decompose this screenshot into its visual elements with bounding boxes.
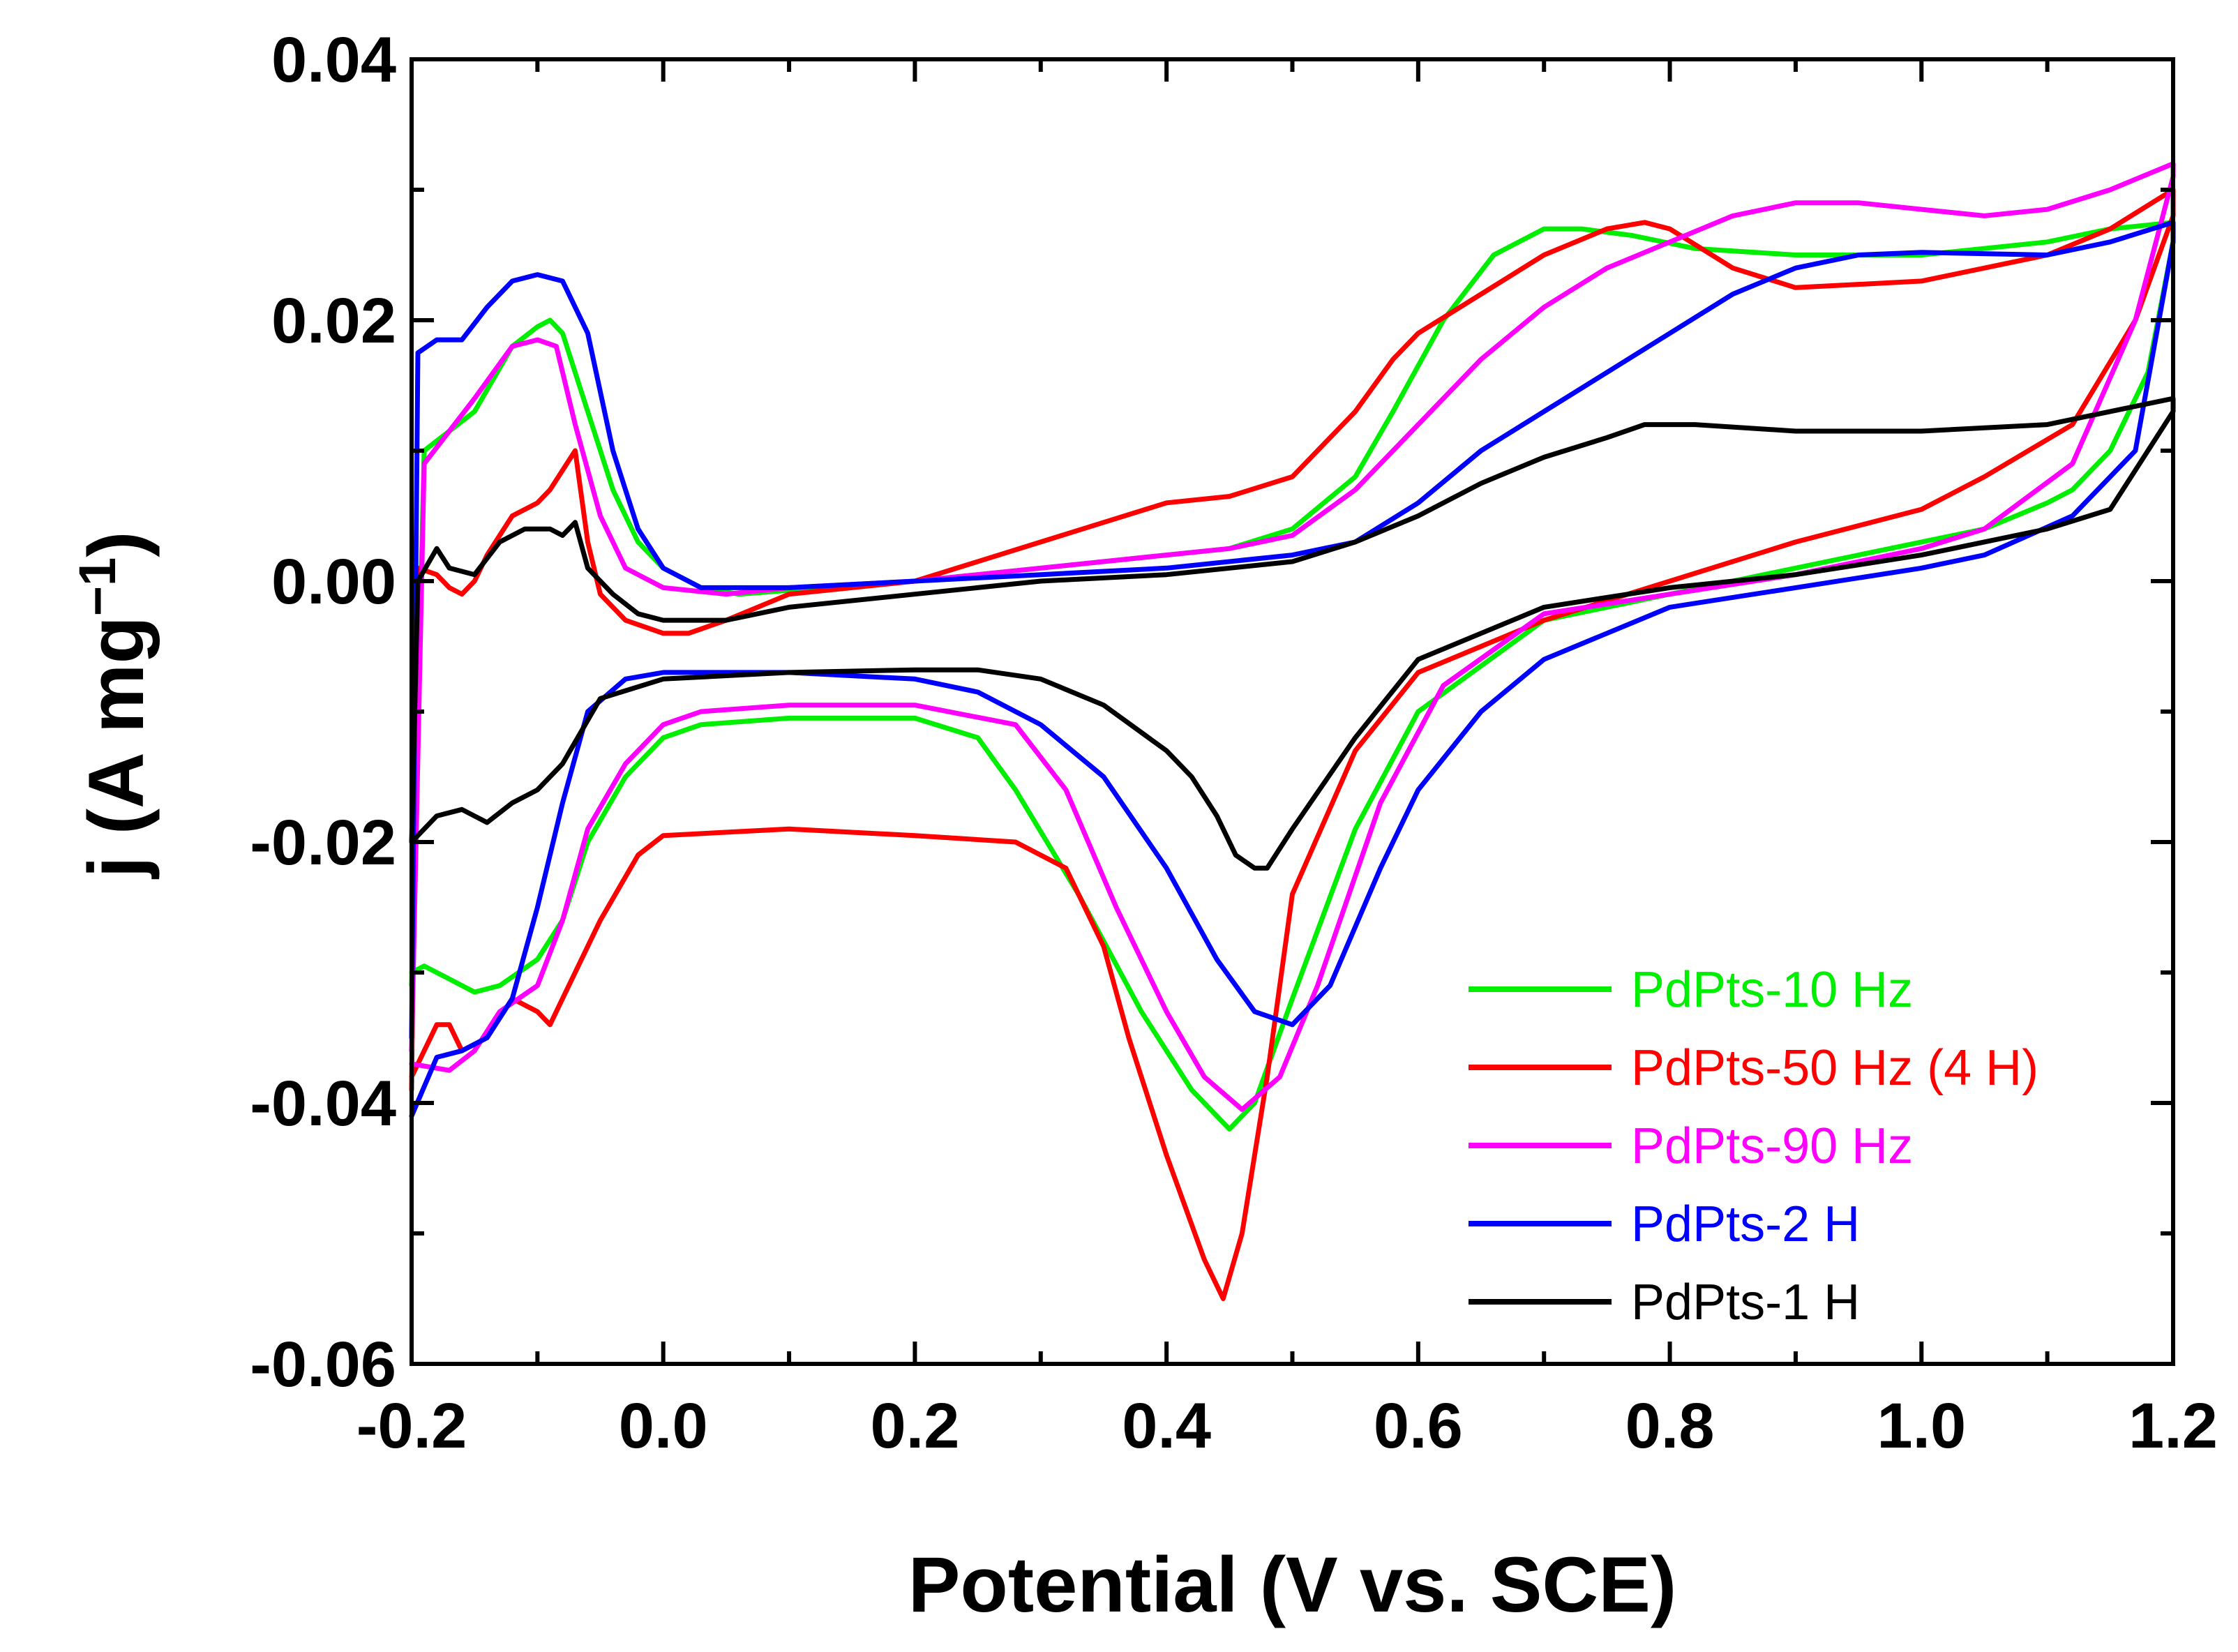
x-tick-label: -0.2 [356,1390,467,1462]
y-axis-title-superscript: −1 [68,557,126,616]
y-axis-title-close: ) [73,531,160,557]
y-tick-label: 0.00 [271,546,396,617]
y-axis-title-main: j (A mg [73,616,160,879]
legend-label: PdPts-90 Hz [1631,1118,1913,1174]
legend-label: PdPts-50 Hz (4 H) [1631,1040,2038,1096]
y-tick-label: 0.04 [271,24,396,96]
legend-label: PdPts-10 Hz [1631,962,1913,1018]
x-tick-label: 0.8 [1625,1390,1715,1462]
legend: PdPts-10 Hz PdPts-50 Hz (4 H) PdPts-90 Hz P… [1469,962,2038,1330]
axis-ticks [410,57,2175,1366]
y-tick-label: 0.02 [271,285,396,356]
y-tick-label: -0.04 [250,1068,396,1139]
tick-labels: -0.2 0.0 0.2 0.4 0.6 0.8 1.0 1.2 -0.06 -0.04 -0.02… [250,24,2218,1462]
series-line-2 [409,187,2176,1301]
x-tick-label: 0.4 [1122,1390,1211,1462]
x-tick-label: 0.6 [1374,1390,1463,1462]
x-axis-title: Potential (V vs. SCE) [908,1541,1677,1628]
legend-label: PdPts-1 H [1631,1275,1860,1330]
x-tick-label: 1.2 [2128,1390,2218,1462]
y-axis-title: j (A mg−1) [68,531,160,879]
y-tick-label: -0.02 [250,807,396,878]
x-tick-label: 1.0 [1877,1390,1966,1462]
x-tick-label: 0.2 [870,1390,959,1462]
legend-label: PdPts-2 H [1631,1196,1860,1252]
y-tick-label: -0.06 [250,1329,396,1400]
x-tick-label: 0.0 [619,1390,708,1462]
